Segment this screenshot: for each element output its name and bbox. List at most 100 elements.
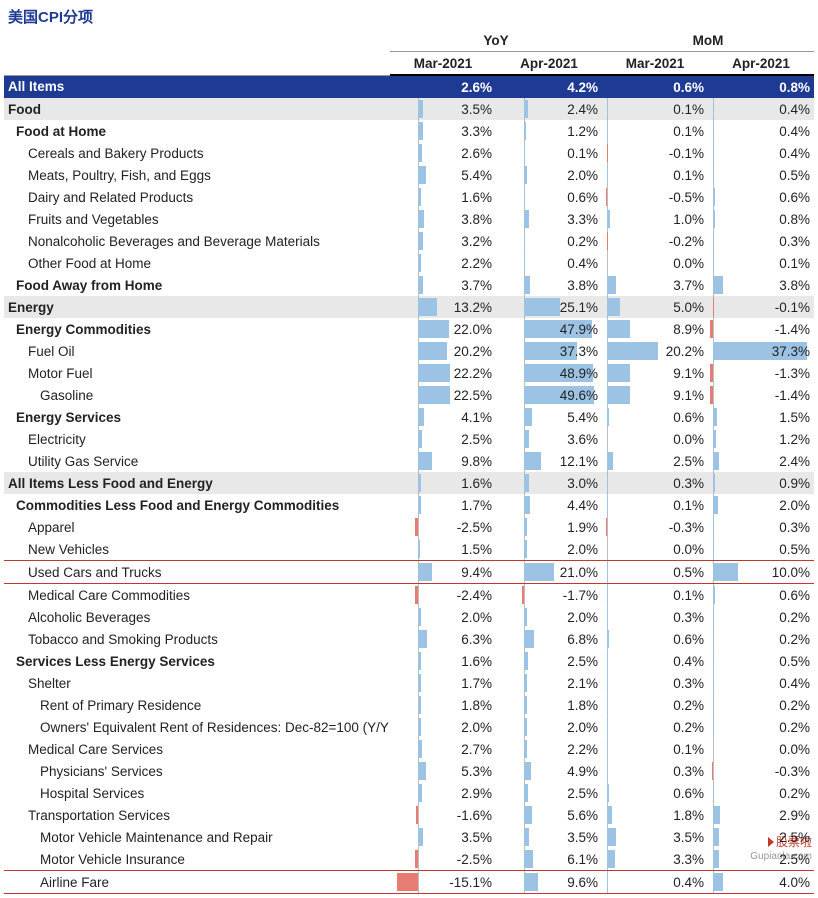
value-cell: 2.0% bbox=[496, 164, 602, 186]
value-cell: 9.8% bbox=[390, 450, 496, 472]
value-cell: 0.5% bbox=[602, 561, 708, 584]
col-header: Apr-2021 bbox=[496, 52, 602, 76]
table-row: All Items2.6%4.2%0.6%0.8% bbox=[4, 75, 814, 98]
cpi-table: YoY MoM Mar-2021 Apr-2021 Mar-2021 Apr-2… bbox=[4, 29, 814, 894]
table-row: Utility Gas Service9.8%12.1%2.5%2.4% bbox=[4, 450, 814, 472]
value-cell: 0.8% bbox=[708, 75, 814, 98]
value-cell: 48.9% bbox=[496, 362, 602, 384]
value-cell: 5.4% bbox=[390, 164, 496, 186]
row-label: Apparel bbox=[4, 516, 390, 538]
table-row: Food at Home3.3%1.2%0.1%0.4% bbox=[4, 120, 814, 142]
row-label: Fuel Oil bbox=[4, 340, 390, 362]
table-row: Physicians' Services5.3%4.9%0.3%-0.3% bbox=[4, 760, 814, 782]
value-cell: 22.5% bbox=[390, 384, 496, 406]
value-cell: 1.6% bbox=[390, 472, 496, 494]
value-cell: 0.5% bbox=[708, 538, 814, 561]
value-cell: 0.6% bbox=[602, 75, 708, 98]
value-cell: 3.5% bbox=[390, 98, 496, 120]
value-cell: 0.6% bbox=[496, 186, 602, 208]
value-cell: 0.0% bbox=[602, 538, 708, 561]
row-label: Physicians' Services bbox=[4, 760, 390, 782]
table-row: Commodities Less Food and Energy Commodi… bbox=[4, 494, 814, 516]
value-cell: 4.9% bbox=[496, 760, 602, 782]
value-cell: 5.0% bbox=[602, 296, 708, 318]
row-label: Food bbox=[4, 98, 390, 120]
value-cell: 3.8% bbox=[708, 274, 814, 296]
value-cell: 0.3% bbox=[602, 472, 708, 494]
table-row: Electricity2.5%3.6%0.0%1.2% bbox=[4, 428, 814, 450]
value-cell: 0.3% bbox=[602, 760, 708, 782]
value-cell: 0.4% bbox=[708, 98, 814, 120]
value-cell: -2.5% bbox=[390, 848, 496, 871]
value-cell: 25.1% bbox=[496, 296, 602, 318]
value-cell: 3.3% bbox=[602, 848, 708, 871]
value-cell: 0.1% bbox=[602, 164, 708, 186]
value-cell: 3.6% bbox=[496, 428, 602, 450]
value-cell: 0.3% bbox=[708, 516, 814, 538]
value-cell: 0.2% bbox=[708, 606, 814, 628]
row-label: Other Food at Home bbox=[4, 252, 390, 274]
value-cell: 13.2% bbox=[390, 296, 496, 318]
table-row: Transportation Services-1.6%5.6%1.8%2.9% bbox=[4, 804, 814, 826]
row-label: Motor Vehicle Insurance bbox=[4, 848, 390, 871]
row-label: Owners' Equivalent Rent of Residences: D… bbox=[4, 716, 390, 738]
row-label: Energy Services bbox=[4, 406, 390, 428]
table-row: Energy Services4.1%5.4%0.6%1.5% bbox=[4, 406, 814, 428]
value-cell: -1.6% bbox=[390, 804, 496, 826]
value-cell: 0.5% bbox=[708, 650, 814, 672]
value-cell: 2.0% bbox=[390, 716, 496, 738]
row-label: New Vehicles bbox=[4, 538, 390, 561]
table-row: Food3.5%2.4%0.1%0.4% bbox=[4, 98, 814, 120]
row-label: Medical Care Services bbox=[4, 738, 390, 760]
value-cell: 9.4% bbox=[390, 561, 496, 584]
table-body: All Items2.6%4.2%0.6%0.8%Food3.5%2.4%0.1… bbox=[4, 75, 814, 894]
value-cell: 2.0% bbox=[496, 538, 602, 561]
value-cell: -1.4% bbox=[708, 318, 814, 340]
value-cell: -1.4% bbox=[708, 384, 814, 406]
table-row: Other Food at Home2.2%0.4%0.0%0.1% bbox=[4, 252, 814, 274]
value-cell: 0.4% bbox=[708, 120, 814, 142]
value-cell: 9.1% bbox=[602, 362, 708, 384]
row-label: Nonalcoholic Beverages and Beverage Mate… bbox=[4, 230, 390, 252]
value-cell: 2.5% bbox=[602, 450, 708, 472]
table-row: Nonalcoholic Beverages and Beverage Mate… bbox=[4, 230, 814, 252]
value-cell: 1.5% bbox=[708, 406, 814, 428]
value-cell: 0.3% bbox=[602, 606, 708, 628]
group-header-yoy: YoY bbox=[390, 29, 602, 52]
table-row: Energy13.2%25.1%5.0%-0.1% bbox=[4, 296, 814, 318]
value-cell: -2.5% bbox=[390, 516, 496, 538]
value-cell: 2.5% bbox=[496, 782, 602, 804]
table-row: Airline Fare-15.1%9.6%0.4%4.0% bbox=[4, 871, 814, 894]
value-cell: 37.3% bbox=[708, 340, 814, 362]
value-cell: -0.3% bbox=[708, 760, 814, 782]
value-cell: -1.3% bbox=[708, 362, 814, 384]
table-row: Food Away from Home3.7%3.8%3.7%3.8% bbox=[4, 274, 814, 296]
value-cell: 10.0% bbox=[708, 561, 814, 584]
value-cell: 12.1% bbox=[496, 450, 602, 472]
value-cell: 3.5% bbox=[390, 826, 496, 848]
value-cell: 0.4% bbox=[602, 650, 708, 672]
row-label: Food Away from Home bbox=[4, 274, 390, 296]
value-cell: 0.2% bbox=[708, 716, 814, 738]
value-cell: 1.6% bbox=[390, 186, 496, 208]
col-header: Mar-2021 bbox=[602, 52, 708, 76]
value-cell: 20.2% bbox=[390, 340, 496, 362]
value-cell: 1.8% bbox=[602, 804, 708, 826]
value-cell: 0.5% bbox=[708, 164, 814, 186]
table-row: Motor Fuel22.2%48.9%9.1%-1.3% bbox=[4, 362, 814, 384]
value-cell: 2.2% bbox=[496, 738, 602, 760]
row-label: Meats, Poultry, Fish, and Eggs bbox=[4, 164, 390, 186]
value-cell: 0.2% bbox=[496, 230, 602, 252]
value-cell: 47.9% bbox=[496, 318, 602, 340]
table-row: New Vehicles1.5%2.0%0.0%0.5% bbox=[4, 538, 814, 561]
value-cell: 0.1% bbox=[708, 252, 814, 274]
value-cell: 0.1% bbox=[602, 98, 708, 120]
value-cell: 20.2% bbox=[602, 340, 708, 362]
value-cell: 2.6% bbox=[390, 75, 496, 98]
value-cell: 0.4% bbox=[496, 252, 602, 274]
row-label: Commodities Less Food and Energy Commodi… bbox=[4, 494, 390, 516]
value-cell: 3.3% bbox=[390, 120, 496, 142]
value-cell: 2.4% bbox=[496, 98, 602, 120]
value-cell: 4.2% bbox=[496, 75, 602, 98]
value-cell: 0.9% bbox=[708, 472, 814, 494]
